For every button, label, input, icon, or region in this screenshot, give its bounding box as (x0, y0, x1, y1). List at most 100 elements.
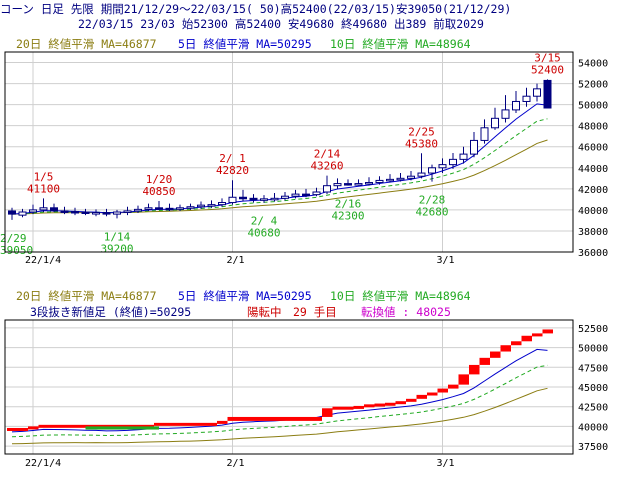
break-block-up (364, 404, 375, 408)
candle-body-down (165, 207, 174, 211)
break-block-up (28, 426, 39, 430)
annotation-date: 2/ 4 (251, 215, 278, 228)
candle-body-down (60, 210, 69, 213)
candle-body-up (365, 182, 373, 185)
break-block-up (521, 335, 532, 342)
bottom-y-tick-label: 37500 (578, 442, 608, 453)
break-block-up (458, 374, 469, 385)
break-block-up (406, 398, 417, 402)
break-block-up (395, 401, 406, 405)
candle-body-up (333, 183, 342, 187)
header-line-1: コーン 日足 先限 期間21/12/29～22/03/15( 50)高52400… (0, 2, 511, 16)
annotation-value: 40850 (142, 185, 175, 198)
top-x-tick-label: 2/1 (227, 255, 245, 266)
break-block-up (353, 405, 364, 409)
kagi-status: 陽転中 29 手目 (247, 305, 337, 319)
top-legend-ma20: 20日 終値平滑 MA=46877 (16, 37, 157, 51)
candle-body-up (396, 177, 405, 181)
top-y-tick-label: 40000 (578, 206, 608, 217)
candle-body-down (8, 210, 16, 215)
bottom-y-tick-label: 47500 (578, 363, 608, 374)
candle-body-down (102, 212, 111, 215)
candle-body-up (501, 109, 510, 119)
top-y-tick-label: 48000 (578, 122, 608, 133)
break-block-down (85, 426, 159, 430)
break-block-up (7, 427, 28, 431)
bottom-x-tick-label: 22/1/4 (25, 458, 61, 469)
candle-body-up (29, 209, 37, 213)
candle-body-up (260, 198, 268, 201)
break-block-up (416, 394, 427, 399)
top-y-tick-label: 50000 (578, 101, 608, 112)
break-block-up (490, 351, 501, 358)
annotation-value: 39050 (0, 244, 33, 257)
bottom-y-tick-label: 45000 (578, 383, 608, 394)
top-gridlines (5, 52, 573, 253)
break-block-up (511, 341, 522, 346)
ma10-line (11, 118, 548, 215)
candle-body-up (176, 207, 184, 210)
candle-body-up (470, 139, 478, 155)
annotation-date: 2/29 (0, 232, 27, 245)
candle-body-up (134, 208, 142, 212)
top-y-tick-label: 46000 (578, 143, 608, 154)
annotation-date: 2/ 1 (219, 152, 246, 165)
annotation-value: 43260 (310, 160, 343, 173)
annotation-date: 2/14 (314, 148, 341, 161)
candle-body-up (354, 183, 363, 186)
top-y-axis: 54000 52000 50000 48000 46000 44000 42000 40000… (578, 59, 608, 259)
candle-body-up (323, 185, 331, 193)
bottom-plot-frame (4, 319, 574, 455)
bottom-legend-ma20: 20日 終値平滑 MA=46877 (16, 289, 157, 303)
break-block-up (479, 357, 490, 365)
annotation-value: 42680 (415, 206, 448, 219)
break-block-up (500, 345, 511, 352)
candle-body-up (18, 211, 27, 216)
candle-body-up (144, 207, 153, 210)
bottom-x-tick-label: 3/1 (437, 458, 455, 469)
annotation-value: 45380 (405, 137, 438, 150)
candle-body-up (228, 196, 237, 204)
candle-body-up (312, 191, 321, 196)
ma20-line (11, 139, 548, 215)
top-x-tick-label: 3/1 (437, 255, 455, 266)
bottom-y-axis: 52500 50000 47500 45000 42500 40000 37500 (578, 324, 608, 453)
candle-body-down (344, 183, 352, 186)
ma5-line (11, 103, 548, 215)
bottom-ma20-line (11, 387, 548, 445)
annotation-value: 52400 (531, 63, 564, 76)
annotation-date: 1/5 (34, 170, 54, 183)
candle-body-down (302, 193, 310, 197)
top-y-tick-label: 52000 (578, 80, 608, 91)
candle-body-up (522, 95, 531, 102)
break-block-up (542, 329, 553, 334)
break-block-up (374, 403, 385, 407)
bottom-y-tick-label: 50000 (578, 344, 608, 355)
top-plot-frame (4, 51, 574, 253)
candle-body-up (218, 202, 226, 206)
bottom-x-axis: 22/1/4 2/1 3/1 (25, 458, 455, 469)
annotation-date: 2/28 (419, 194, 446, 207)
candle-body-up (281, 195, 289, 199)
bottom-y-tick-label: 52500 (578, 324, 608, 335)
candle-body-up (480, 127, 489, 141)
bottom-ma10-line (11, 364, 548, 438)
top-x-axis: 22/1/4 2/1 3/1 (25, 255, 455, 266)
candle-body-up (270, 197, 279, 201)
header-line-2: 22/03/15 23/03 始52300 高52400 安49680 終496… (78, 17, 484, 31)
break-block-up (154, 422, 217, 426)
candle-body-up (459, 153, 468, 160)
bottom-y-tick-label: 40000 (578, 422, 608, 433)
candle-body-up (197, 204, 205, 208)
candle-body-up (291, 193, 300, 197)
kagi-prefix: 3段抜き新値足 (終値)=50295 (30, 305, 191, 319)
candle-body-up (123, 210, 132, 213)
break-block-up (38, 424, 154, 428)
bottom-legend-ma5: 5日 終値平滑 MA=50295 (178, 289, 312, 303)
candle-body-up (407, 175, 415, 179)
break-block-up (437, 388, 448, 393)
candle-body-down (155, 207, 163, 210)
